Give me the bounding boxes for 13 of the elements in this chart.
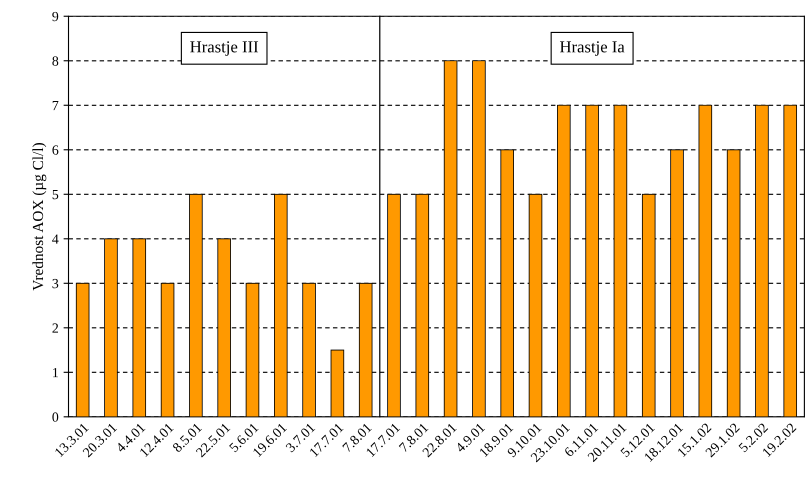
- y-tick-label: 2: [52, 323, 58, 333]
- annotation: Hrastje Ia: [560, 41, 625, 56]
- y-tick-label: 0: [52, 412, 58, 422]
- y-tick-label: 3: [52, 278, 58, 288]
- y-axis-title: Vrednost AOX (µg Cl/l): [32, 143, 46, 291]
- y-tick-label: 4: [52, 234, 59, 244]
- y-tick-label: 8: [52, 56, 58, 66]
- y-tick-label: 9: [52, 12, 58, 22]
- annotation: Hrastje III: [190, 41, 258, 56]
- y-tick-label: 1: [53, 368, 58, 378]
- y-tick-label: 5: [52, 190, 58, 200]
- y-tick-label: 6: [52, 145, 58, 155]
- y-tick-label: 7: [52, 100, 58, 110]
